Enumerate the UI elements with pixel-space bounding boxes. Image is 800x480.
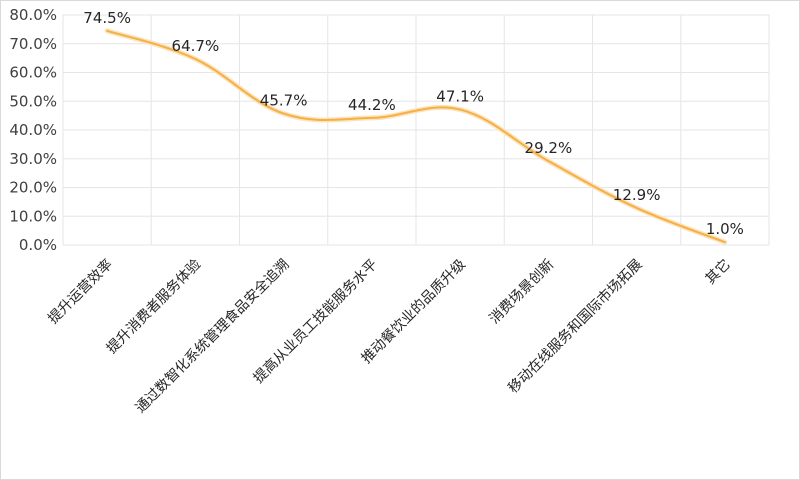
y-tick-label: 40.0%: [9, 121, 57, 139]
data-labels: 74.5% 64.7% 45.7% 44.2% 47.1% 29.2% 12.9% 1.0%: [83, 9, 744, 238]
data-label: 64.7%: [172, 37, 220, 55]
data-label: 12.9%: [613, 186, 661, 204]
y-tick-label: 10.0%: [9, 207, 57, 225]
data-label: 45.7%: [260, 92, 308, 110]
series-line: [104, 28, 728, 245]
y-tick-label: 80.0%: [9, 6, 57, 24]
y-axis-ticks: 0.0% 10.0% 20.0% 30.0% 40.0% 50.0% 60.0% 70.0% 8…: [9, 6, 57, 254]
y-tick-label: 30.0%: [9, 150, 57, 168]
x-category-label: 消费场景创新: [486, 257, 557, 328]
x-category-label: 其它: [702, 256, 734, 288]
data-label: 47.1%: [436, 88, 484, 106]
y-tick-label: 50.0%: [9, 92, 57, 110]
data-label: 1.0%: [706, 220, 744, 238]
series-line-path: [106, 29, 726, 244]
y-tick-label: 70.0%: [9, 35, 57, 53]
x-category-label: 提升运营效率: [45, 256, 116, 327]
x-axis-categories: 提升运营效率提升消费者服务体验通过数智化系统管理食品安全追溯提高从业员工技能服务…: [45, 256, 734, 417]
y-tick-label: 0.0%: [19, 236, 57, 254]
data-label: 74.5%: [83, 9, 131, 27]
data-label: 44.2%: [348, 96, 396, 114]
y-tick-label: 20.0%: [9, 179, 57, 197]
y-tick-label: 60.0%: [9, 64, 57, 82]
x-category-label: 提升消费者服务体验: [104, 257, 204, 357]
gridlines: [62, 14, 770, 246]
data-label: 29.2%: [525, 139, 573, 157]
x-category-label: 通过数智化系统管理食品安全追溯: [132, 256, 293, 417]
